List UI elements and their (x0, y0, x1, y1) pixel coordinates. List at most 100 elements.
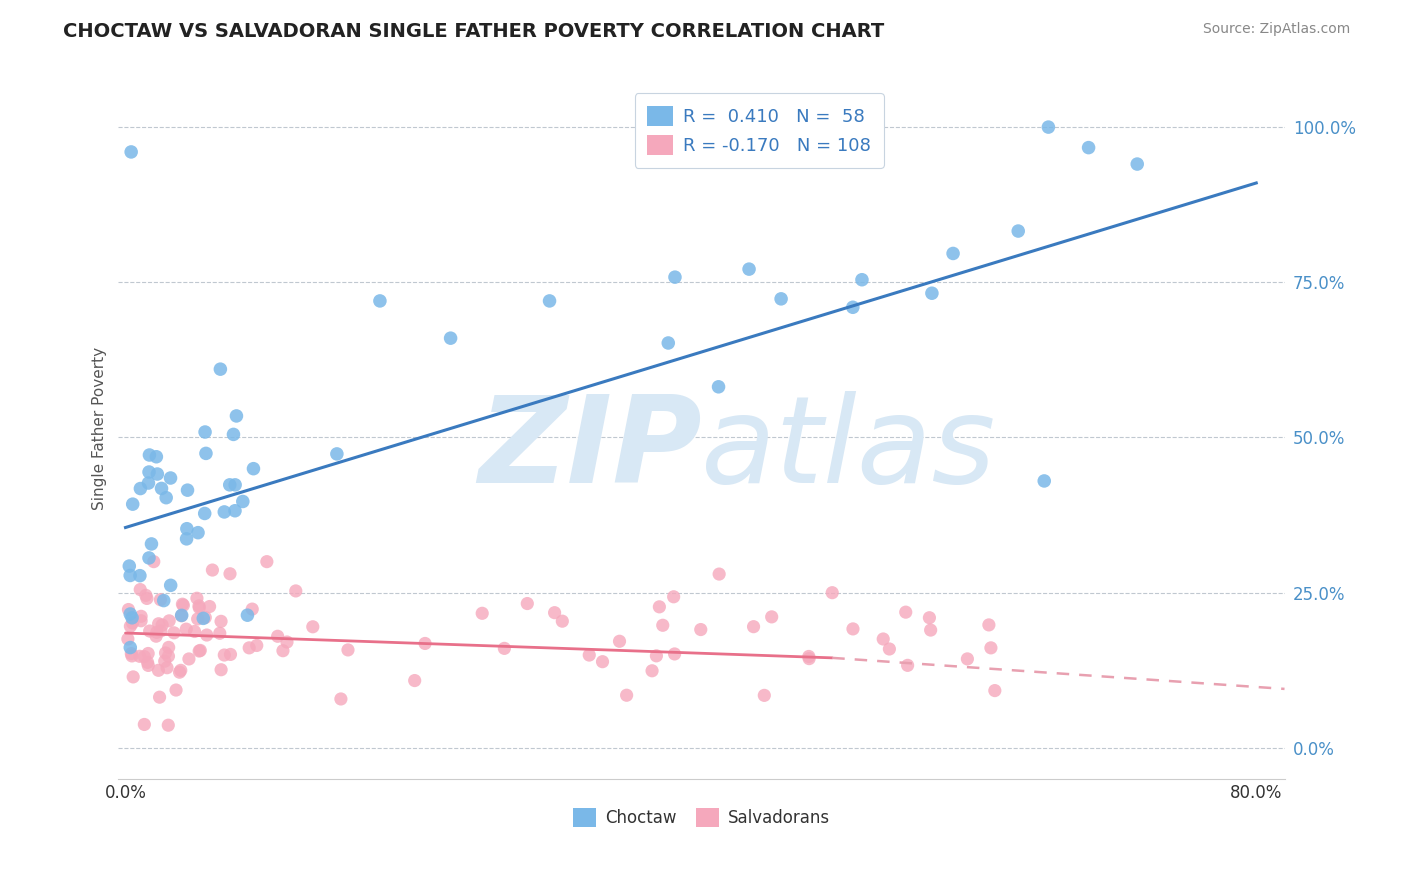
Point (155, 491, 177, 505)
Point (138, 476, 160, 491)
Point (145, 625, 167, 640)
Point (232, 494, 254, 508)
Point (186, 591, 208, 606)
Point (138, 448, 160, 462)
Point (284, 583, 307, 598)
Point (1038, 120, 1060, 134)
Point (942, 246, 965, 260)
Point (129, 614, 152, 628)
Point (214, 648, 236, 662)
Point (148, 663, 170, 677)
Point (136, 656, 159, 670)
Point (761, 610, 783, 624)
Point (157, 718, 180, 732)
Point (170, 608, 193, 623)
Point (301, 620, 323, 634)
Point (1007, 224, 1029, 238)
Text: Source: ZipAtlas.com: Source: ZipAtlas.com (1202, 22, 1350, 37)
Point (645, 648, 668, 663)
Point (707, 567, 730, 582)
Point (266, 629, 288, 643)
Point (797, 649, 820, 664)
Point (921, 286, 943, 301)
Point (271, 644, 294, 658)
Point (170, 608, 193, 623)
Point (842, 300, 865, 314)
Point (404, 673, 426, 688)
Point (146, 467, 169, 481)
Point (236, 608, 259, 623)
Point (879, 642, 901, 657)
Point (129, 582, 152, 597)
Point (551, 614, 574, 628)
Point (494, 641, 516, 656)
Point (187, 525, 209, 540)
Point (238, 640, 260, 655)
Point (224, 504, 246, 518)
Point (194, 507, 217, 521)
Point (134, 649, 156, 664)
Point (141, 537, 163, 551)
Point (738, 262, 761, 277)
Point (543, 606, 565, 620)
Point (188, 600, 211, 615)
Point (894, 605, 917, 619)
Point (648, 599, 671, 614)
Point (163, 625, 186, 640)
Point (159, 471, 181, 485)
Point (134, 717, 156, 731)
Point (1126, 157, 1149, 171)
Point (246, 639, 269, 653)
Point (984, 683, 1007, 698)
Point (208, 626, 231, 640)
Point (240, 602, 263, 616)
Point (897, 658, 920, 673)
Point (121, 497, 143, 511)
Point (120, 640, 142, 655)
Point (121, 648, 143, 663)
Point (225, 409, 247, 423)
Point (172, 597, 194, 611)
Point (159, 578, 181, 592)
Point (152, 593, 174, 607)
Point (326, 447, 349, 461)
Point (256, 555, 278, 569)
Point (920, 623, 942, 637)
Point (1077, 140, 1099, 154)
Point (770, 292, 793, 306)
Point (172, 599, 194, 613)
Point (176, 532, 198, 546)
Point (121, 611, 143, 625)
Point (138, 624, 160, 638)
Point (616, 688, 638, 702)
Point (118, 559, 141, 574)
Point (150, 618, 173, 632)
Point (329, 692, 352, 706)
Point (977, 618, 1000, 632)
Point (842, 622, 865, 636)
Point (169, 665, 191, 680)
Point (662, 590, 685, 604)
Y-axis label: Single Father Poverty: Single Father Poverty (93, 347, 107, 509)
Point (218, 478, 240, 492)
Point (578, 648, 600, 662)
Point (121, 615, 143, 630)
Point (122, 670, 145, 684)
Point (174, 622, 197, 636)
Point (176, 522, 198, 536)
Point (148, 616, 170, 631)
Point (177, 652, 200, 666)
Point (145, 629, 167, 643)
Point (201, 563, 224, 577)
Point (128, 649, 150, 664)
Point (148, 690, 170, 705)
Point (129, 609, 152, 624)
Point (413, 636, 436, 650)
Point (214, 505, 236, 519)
Point (188, 599, 211, 613)
Point (664, 647, 686, 661)
Point (797, 651, 820, 665)
Point (651, 618, 673, 632)
Point (193, 611, 215, 625)
Point (150, 482, 173, 496)
